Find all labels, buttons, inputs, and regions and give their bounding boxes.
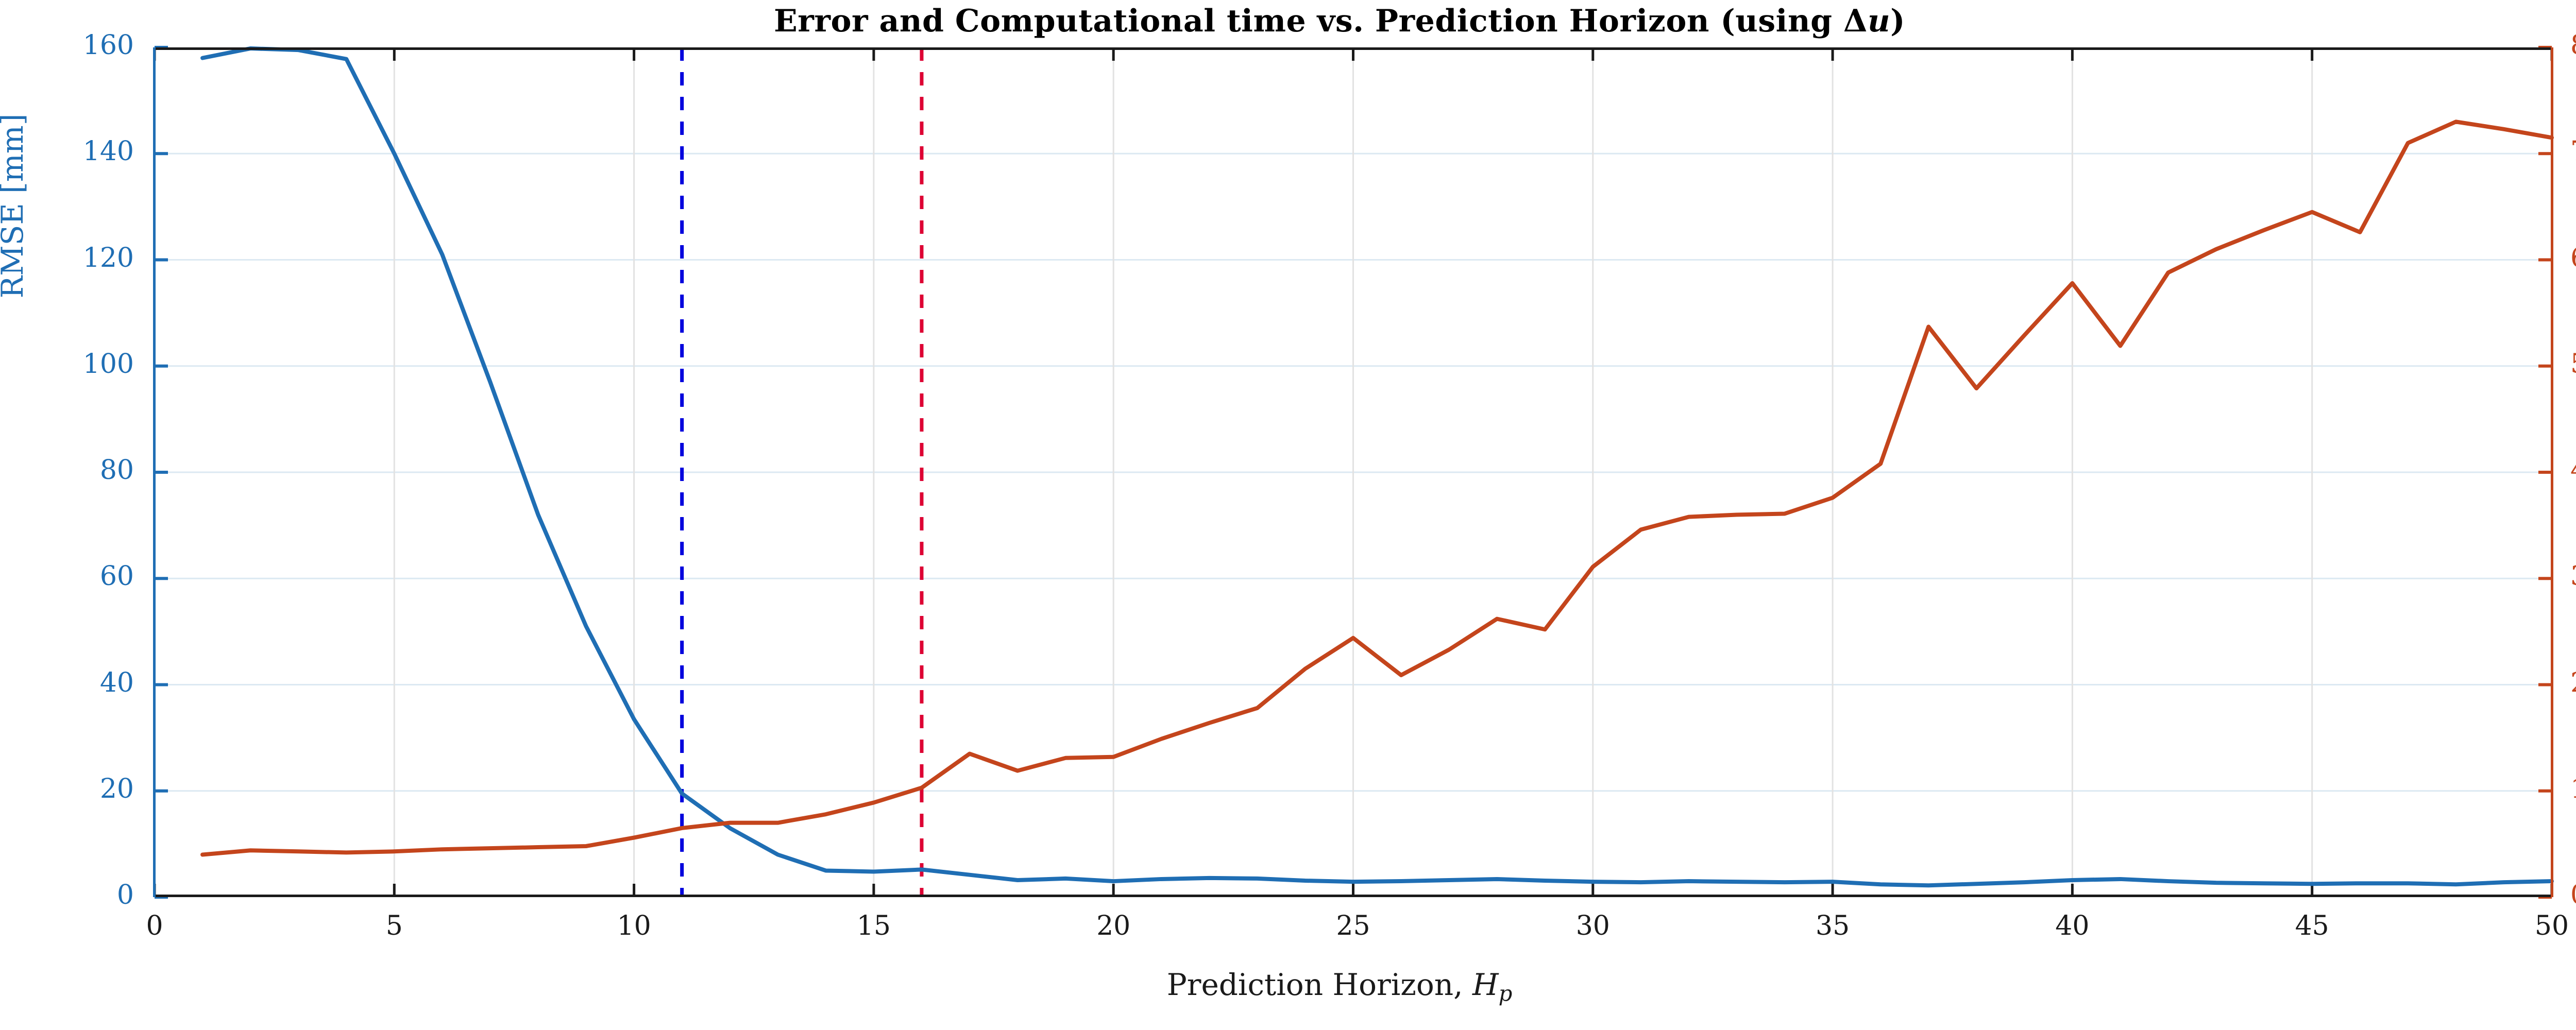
- chart-title-suffix: ): [1890, 3, 1905, 39]
- series-line-mean-step-time: [200, 119, 2554, 857]
- ytick-label-right: 40: [2570, 455, 2576, 486]
- xtick-label: 10: [617, 911, 651, 941]
- ytick-label-right: 10: [2570, 774, 2576, 804]
- xtick-label: 5: [385, 911, 403, 941]
- xtick-label: 20: [1096, 911, 1131, 941]
- xtick-label: 25: [1336, 911, 1370, 941]
- grid-layer: [153, 46, 2553, 899]
- chart-title: Error and Computational time vs. Predict…: [0, 3, 2576, 39]
- x-axis-title-symbol: H: [1472, 967, 1499, 1002]
- x-axis-title-subscript: p: [1498, 981, 1513, 1006]
- ytick-label-left: 120: [82, 242, 134, 273]
- ytick-label-left: 40: [99, 667, 134, 698]
- left-axis-title: RMSE [mm]: [0, 113, 30, 299]
- xtick-label: 40: [2055, 911, 2090, 941]
- x-axis-title-main: Prediction Horizon,: [1166, 967, 1472, 1002]
- ytick-label-right: 70: [2570, 136, 2576, 167]
- ytick-label-right: 20: [2570, 667, 2576, 698]
- ytick-label-left: 0: [116, 880, 134, 911]
- ytick-label-left: 80: [99, 455, 134, 486]
- delta-symbol: Δ: [1843, 3, 1868, 39]
- right-axis-spine: [2551, 47, 2553, 897]
- x-axis-title: Prediction Horizon, Hp: [0, 967, 2576, 1006]
- ytick-label-left: 160: [82, 30, 134, 61]
- ytick-label-right: 0: [2570, 880, 2576, 911]
- ytick-label-left: 20: [99, 773, 134, 804]
- ytick-label-right: 60: [2570, 243, 2576, 273]
- xtick-label: 30: [1575, 911, 1610, 941]
- chart-title-prefix: Error and Computational time vs. Predict…: [774, 3, 1843, 39]
- ytick-label-right: 80: [2570, 30, 2576, 61]
- ytick-label-left: 100: [82, 348, 134, 380]
- xtick-label: 35: [1816, 911, 1850, 941]
- xtick-label: 15: [856, 911, 891, 941]
- data-layer: [200, 46, 2554, 897]
- plot-area: [153, 46, 2554, 899]
- xtick-label: 0: [146, 911, 163, 941]
- ytick-label-right: 30: [2570, 561, 2576, 592]
- ytick-label-left: 140: [82, 136, 134, 167]
- series-line-rmse: [200, 46, 2554, 888]
- u-symbol: u: [1867, 3, 1891, 39]
- xtick-label: 50: [2534, 911, 2569, 941]
- xtick-label: 45: [2295, 911, 2329, 941]
- ytick-label-right: 50: [2570, 349, 2576, 380]
- left-axis-spine: [153, 47, 156, 897]
- ytick-label-left: 60: [99, 561, 134, 592]
